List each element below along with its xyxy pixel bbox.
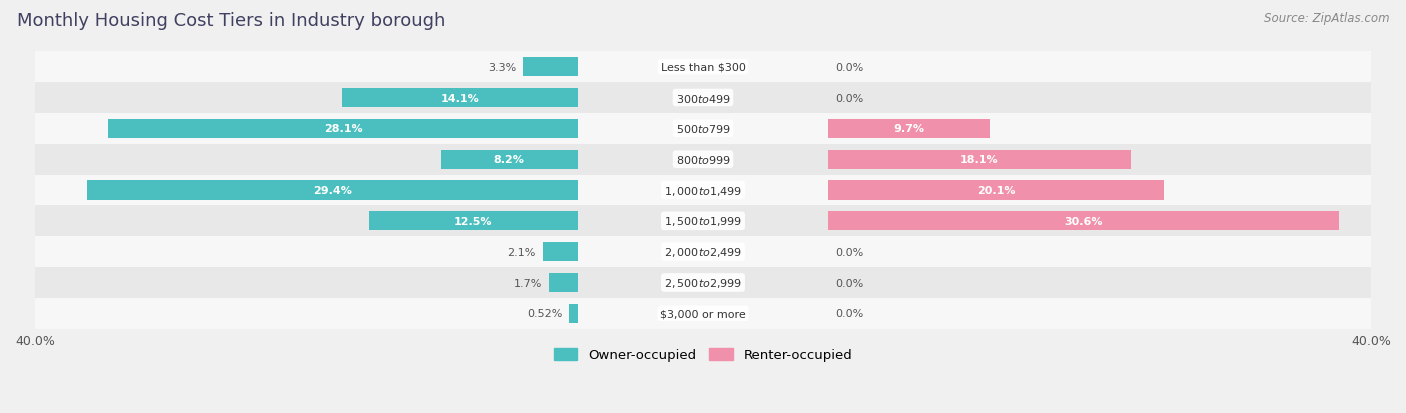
Text: 1.7%: 1.7% [515, 278, 543, 288]
Bar [35, 52, 1371, 83]
Text: 3.3%: 3.3% [488, 62, 516, 73]
Bar [35, 83, 1371, 114]
Text: $1,500 to $1,999: $1,500 to $1,999 [664, 215, 742, 228]
Text: $500 to $799: $500 to $799 [675, 123, 731, 135]
Bar [35, 237, 1371, 268]
Text: 14.1%: 14.1% [440, 93, 479, 103]
Bar [35, 298, 1371, 329]
Text: 0.0%: 0.0% [835, 278, 863, 288]
Bar [368, 212, 578, 231]
Bar [543, 242, 578, 261]
Text: 0.0%: 0.0% [835, 93, 863, 103]
Text: 18.1%: 18.1% [960, 155, 998, 165]
Legend: Owner-occupied, Renter-occupied: Owner-occupied, Renter-occupied [548, 343, 858, 367]
Text: Source: ZipAtlas.com: Source: ZipAtlas.com [1264, 12, 1389, 25]
Bar [35, 114, 1371, 145]
Bar [108, 119, 578, 139]
Text: $300 to $499: $300 to $499 [675, 92, 731, 104]
Bar [828, 181, 1164, 200]
Text: 20.1%: 20.1% [977, 185, 1015, 195]
Text: $1,000 to $1,499: $1,000 to $1,499 [664, 184, 742, 197]
Bar [550, 273, 578, 292]
Text: Monthly Housing Cost Tiers in Industry borough: Monthly Housing Cost Tiers in Industry b… [17, 12, 446, 30]
Bar [828, 150, 1130, 169]
Text: $2,000 to $2,499: $2,000 to $2,499 [664, 246, 742, 259]
Text: 0.0%: 0.0% [835, 247, 863, 257]
Text: 2.1%: 2.1% [508, 247, 536, 257]
Text: 12.5%: 12.5% [454, 216, 492, 226]
Bar [523, 58, 578, 77]
Text: 8.2%: 8.2% [494, 155, 524, 165]
Bar [441, 150, 578, 169]
Bar [828, 212, 1340, 231]
Text: $800 to $999: $800 to $999 [675, 154, 731, 166]
Text: $2,500 to $2,999: $2,500 to $2,999 [664, 276, 742, 289]
Text: 29.4%: 29.4% [312, 185, 352, 195]
Text: Less than $300: Less than $300 [661, 62, 745, 73]
Text: $3,000 or more: $3,000 or more [661, 309, 745, 318]
Bar [87, 181, 578, 200]
Text: 0.0%: 0.0% [835, 309, 863, 318]
Bar [342, 89, 578, 108]
Bar [828, 119, 990, 139]
Text: 9.7%: 9.7% [894, 124, 925, 134]
Text: 0.0%: 0.0% [835, 62, 863, 73]
Bar [569, 304, 578, 323]
Text: 28.1%: 28.1% [323, 124, 363, 134]
Text: 0.52%: 0.52% [527, 309, 562, 318]
Bar [35, 175, 1371, 206]
Bar [35, 268, 1371, 298]
Text: 30.6%: 30.6% [1064, 216, 1104, 226]
Bar [35, 206, 1371, 237]
Bar [35, 145, 1371, 175]
